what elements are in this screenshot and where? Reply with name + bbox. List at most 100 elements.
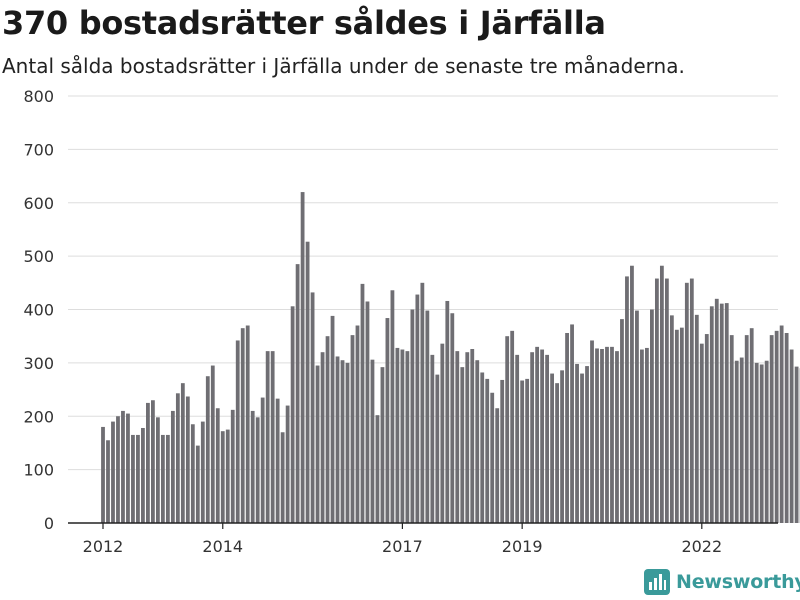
- bar: [674, 329, 679, 523]
- bar: [360, 283, 365, 523]
- y-tick-label: 300: [23, 354, 54, 373]
- bar: [215, 408, 220, 523]
- bar: [570, 324, 574, 523]
- bar: [525, 378, 530, 523]
- bar: [784, 332, 789, 523]
- bar: [580, 373, 584, 523]
- bar: [495, 408, 500, 523]
- bar: [395, 347, 400, 523]
- bar: [390, 290, 395, 523]
- bar: [350, 335, 355, 523]
- bar: [210, 365, 215, 523]
- bar: [315, 365, 320, 523]
- bar: [355, 325, 360, 523]
- bar: [679, 327, 684, 523]
- bar: [380, 367, 385, 523]
- bar: [545, 354, 550, 523]
- bar: [764, 360, 769, 523]
- bar: [744, 335, 749, 523]
- bar: [240, 328, 245, 523]
- bar: [659, 265, 664, 523]
- bar: [106, 440, 110, 523]
- bar: [385, 318, 390, 523]
- bar: [295, 264, 300, 523]
- bar: [615, 351, 619, 523]
- bar: [640, 349, 644, 523]
- bar: [630, 265, 634, 523]
- x-tick-label: 2012: [83, 537, 124, 556]
- bar: [165, 434, 170, 523]
- bar: [270, 351, 275, 523]
- bar: [131, 434, 135, 523]
- bar: [155, 417, 160, 523]
- bar: [485, 378, 490, 523]
- bar: [470, 349, 475, 523]
- bar: [435, 374, 440, 523]
- bar: [530, 352, 535, 523]
- x-tick-label: 2017: [382, 537, 423, 556]
- bar: [170, 410, 175, 523]
- bar: [460, 367, 465, 523]
- bar: [684, 282, 689, 523]
- bar: [370, 359, 375, 523]
- bar: [400, 349, 405, 523]
- x-axis: [68, 522, 778, 529]
- bar: [465, 352, 470, 523]
- bar: [500, 379, 505, 523]
- bar: [590, 340, 594, 523]
- bar: [729, 335, 734, 523]
- bar: [141, 427, 145, 523]
- bar-chart-logo-icon: [644, 569, 670, 595]
- x-tick-label: 2019: [502, 537, 543, 556]
- bar: [440, 343, 445, 523]
- bar: [151, 400, 155, 523]
- bar: [520, 380, 525, 523]
- bar: [540, 349, 545, 523]
- bar: [759, 364, 764, 523]
- bar: [719, 303, 724, 523]
- bar: [325, 336, 330, 523]
- bar: [654, 278, 659, 523]
- bar: [480, 372, 485, 523]
- bar: [450, 313, 455, 523]
- bar: [160, 434, 165, 523]
- bar: [185, 396, 190, 523]
- brand-logo[interactable]: Newsworthy: [644, 569, 800, 595]
- bar: [699, 343, 704, 523]
- bar: [754, 362, 759, 524]
- bar: [305, 241, 310, 523]
- bar: [425, 310, 430, 523]
- bar: [285, 405, 290, 523]
- bar: [375, 415, 380, 523]
- bar: [330, 315, 335, 523]
- bar: [585, 366, 589, 523]
- bar: [101, 426, 105, 523]
- bar: [505, 336, 510, 523]
- bar: [190, 424, 195, 523]
- bar: [235, 340, 240, 523]
- bar: [565, 332, 569, 523]
- bar: [116, 416, 120, 523]
- bar: [650, 309, 654, 523]
- bar: [774, 330, 779, 523]
- y-tick-label: 400: [23, 301, 54, 320]
- bar: [605, 346, 609, 523]
- bar: [136, 434, 140, 523]
- bar: [180, 383, 185, 523]
- bar: [340, 360, 345, 523]
- bar: [345, 362, 350, 524]
- bar: [789, 349, 794, 523]
- bar: [365, 301, 370, 523]
- bar: [290, 306, 295, 523]
- bar: [415, 294, 420, 523]
- bar: [195, 445, 200, 523]
- bar: [300, 192, 305, 523]
- bar: [610, 346, 614, 523]
- y-tick-label: 0: [44, 514, 54, 533]
- bar: [645, 347, 649, 523]
- bar: [550, 373, 554, 523]
- y-tick-label: 600: [23, 194, 54, 213]
- bar: [575, 363, 579, 523]
- bar: [255, 417, 260, 523]
